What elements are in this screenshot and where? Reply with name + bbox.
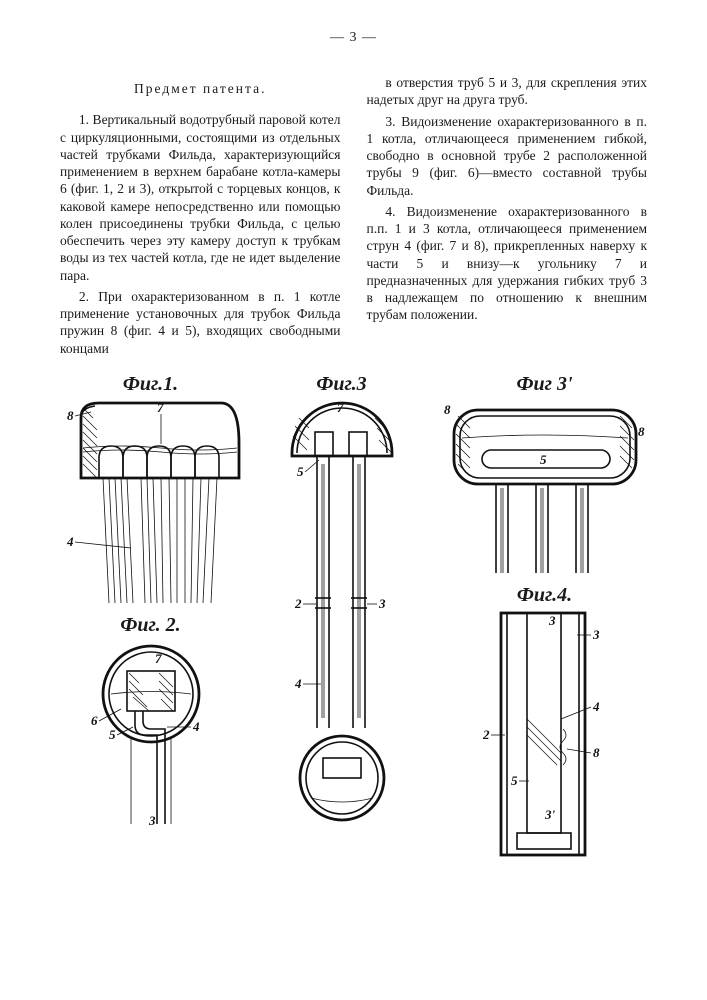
- fig3-label-7: 7: [337, 400, 344, 415]
- fig1-label-8: 8: [67, 408, 74, 423]
- figure-1-caption: Фиг.1.: [123, 373, 178, 396]
- column-right: в отверстия труб 5 и 3, для скрепления э…: [367, 74, 648, 361]
- figure-4: Фиг.4.: [465, 584, 625, 859]
- claim-4: 4. Видоизменение охарактеризованного в п…: [367, 203, 648, 324]
- page-number: — 3 —: [60, 30, 647, 46]
- fig4-label-5: 5: [511, 773, 518, 788]
- fig2-label-4: 4: [192, 719, 200, 734]
- claim-3: 3. Видоизменение охарактеризованного в п…: [367, 113, 648, 199]
- fig1-label-7: 7: [157, 400, 164, 415]
- section-heading: Предмет патента.: [60, 80, 341, 97]
- fig3-label-2: 2: [294, 596, 302, 611]
- column-left: Предмет патента. 1. Вертикальный водотру…: [60, 74, 341, 361]
- figure-2-svg: 7 6 5 4 3: [71, 639, 231, 829]
- figures-row: Фиг.1.: [60, 373, 647, 859]
- claim-1: 1. Вертикальный водотрубный паровой коте…: [60, 111, 341, 284]
- fig3p-label-8a: 8: [444, 402, 451, 417]
- fig2-label-6: 6: [91, 713, 98, 728]
- figure-1: Фиг.1.: [61, 373, 241, 608]
- figure-3prime-caption: Фиг 3': [516, 373, 572, 396]
- figure-column-3: Фиг 3': [442, 373, 647, 859]
- figure-2: Фиг. 2.: [71, 614, 231, 829]
- claim-2: 2. При охарактеризованном в п. 1 котле п…: [60, 288, 341, 357]
- figure-column-1: Фиг.1.: [60, 373, 241, 859]
- figure-3prime: Фиг 3': [442, 373, 647, 578]
- claim-2-cont: в отверстия труб 5 и 3, для скрепления э…: [367, 74, 648, 109]
- fig2-label-5: 5: [109, 727, 116, 742]
- text-columns: Предмет патента. 1. Вертикальный водотру…: [60, 74, 647, 361]
- fig3-label-4: 4: [294, 676, 302, 691]
- figure-3-svg: 7 5 2 3 4: [267, 398, 417, 828]
- fig2-label-7: 7: [155, 651, 162, 666]
- figure-3-caption: Фиг.3: [316, 373, 366, 396]
- figure-2-caption: Фиг. 2.: [120, 614, 180, 637]
- fig3-label-5: 5: [297, 464, 304, 479]
- figure-4-svg: 2 3 3 4 8 5 3': [465, 609, 625, 859]
- figure-column-2: Фиг.3: [251, 373, 432, 859]
- fig3p-label-5: 5: [540, 452, 547, 467]
- figure-1-svg: 8 7 4: [61, 398, 241, 608]
- fig3-label-3: 3: [378, 596, 386, 611]
- fig4-label-3p: 3': [544, 807, 556, 822]
- fig4-label-4: 4: [592, 699, 600, 714]
- figure-4-caption: Фиг.4.: [517, 584, 572, 607]
- fig4-label-3a: 3: [548, 613, 556, 628]
- fig4-label-3b: 3: [592, 627, 600, 642]
- fig4-label-2: 2: [482, 727, 490, 742]
- figure-3prime-svg: 8 8 5: [442, 398, 647, 578]
- figure-3: Фиг.3: [267, 373, 417, 828]
- fig2-label-3: 3: [148, 813, 156, 828]
- patent-page: — 3 — Предмет патента. 1. Вертикальный в…: [0, 0, 707, 1000]
- fig1-label-4: 4: [66, 534, 74, 549]
- fig3p-label-8b: 8: [638, 424, 645, 439]
- fig4-label-8: 8: [593, 745, 600, 760]
